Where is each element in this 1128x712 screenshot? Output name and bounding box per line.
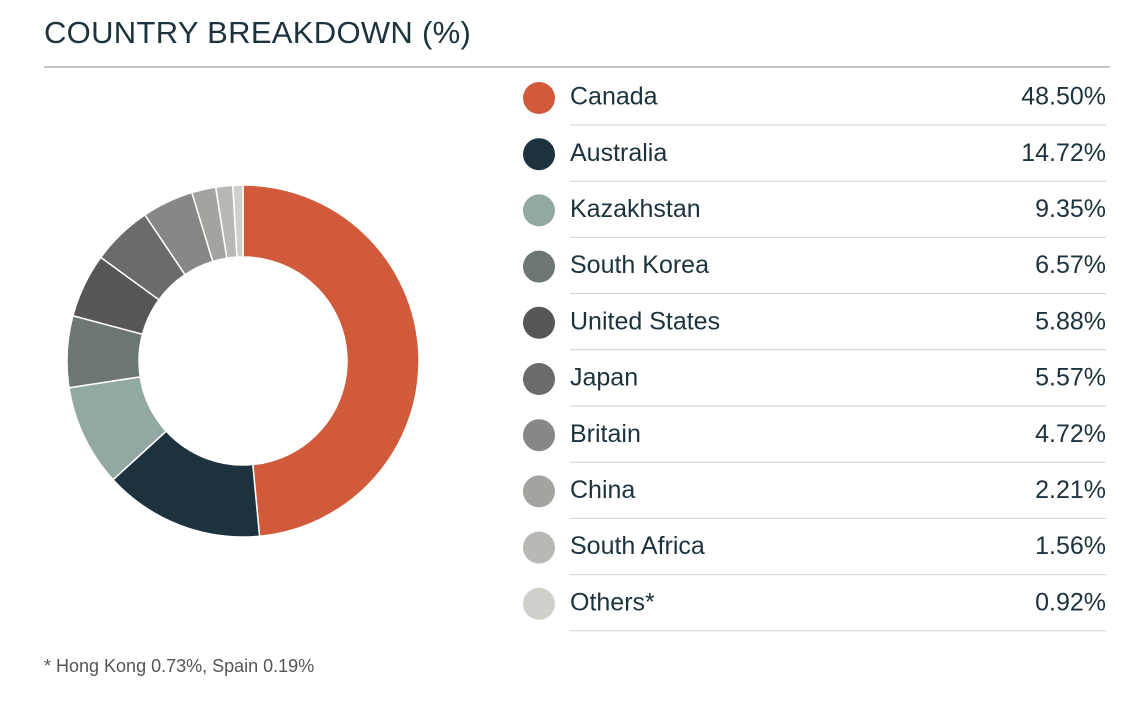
- value-label: 2.21%: [1035, 476, 1106, 504]
- legend-swatch: [523, 250, 555, 283]
- value-label: 48.50%: [1021, 83, 1106, 111]
- chart-title: COUNTRY BREAKDOWN (%): [44, 15, 471, 50]
- legend-swatch: [523, 306, 555, 339]
- legend-swatch: [523, 138, 555, 171]
- value-label: 6.57%: [1035, 251, 1106, 279]
- value-label: 0.92%: [1035, 588, 1106, 616]
- legend-swatch: [523, 475, 555, 508]
- legend-label: Canada: [570, 83, 658, 111]
- value-label: 5.57%: [1035, 364, 1106, 392]
- legend-label: Australia: [570, 139, 667, 167]
- legend-swatch: [523, 194, 555, 227]
- legend-label: Britain: [570, 420, 641, 448]
- legend-swatch: [523, 363, 555, 395]
- slice: [232, 184, 244, 258]
- legend-label: China: [570, 476, 635, 504]
- legend-label: Others*: [570, 588, 655, 616]
- legend-label: South Africa: [570, 532, 705, 560]
- slice: [242, 184, 420, 538]
- legend-label: Japan: [570, 364, 638, 392]
- legend-swatch: [523, 587, 555, 620]
- footnote: * Hong Kong 0.73%, Spain 0.19%: [44, 656, 314, 676]
- legend-label: South Korea: [570, 251, 709, 279]
- value-label: 1.56%: [1035, 532, 1106, 560]
- value-label: 5.88%: [1035, 307, 1106, 335]
- legend-swatch: [523, 419, 555, 452]
- value-label: 14.72%: [1021, 139, 1106, 167]
- legend-swatch: [523, 531, 555, 564]
- legend-label: United States: [570, 307, 720, 335]
- value-label: 4.72%: [1035, 420, 1106, 448]
- value-label: 9.35%: [1035, 195, 1106, 223]
- legend-label: Kazakhstan: [570, 195, 701, 223]
- legend-swatch: [523, 82, 555, 114]
